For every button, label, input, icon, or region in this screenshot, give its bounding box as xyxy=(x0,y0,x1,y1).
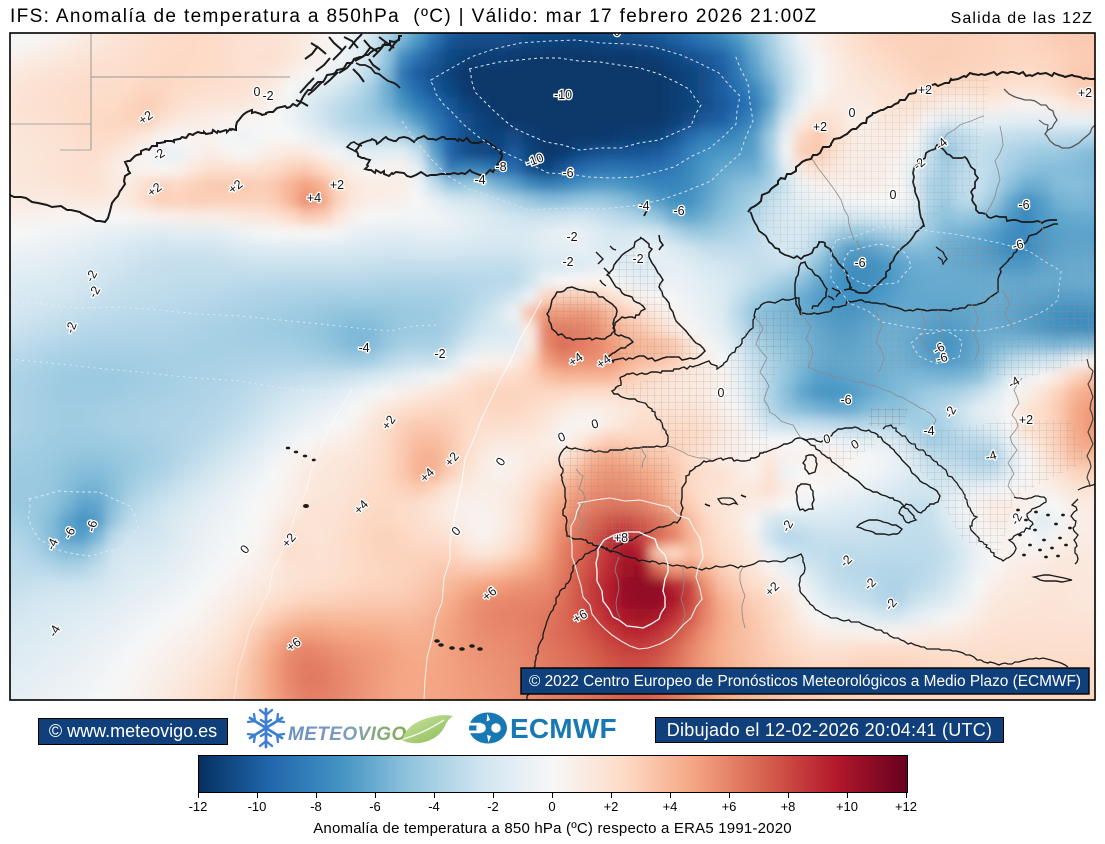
svg-text:-2: -2 xyxy=(434,347,445,361)
svg-text:© 2022 Centro Europeo de Pronó: © 2022 Centro Europeo de Pronósticos Met… xyxy=(529,673,1081,690)
svg-text:-4: -4 xyxy=(923,424,934,438)
svg-text:0: 0 xyxy=(254,85,261,99)
svg-text:-10: -10 xyxy=(554,88,572,102)
svg-text:-2: -2 xyxy=(566,230,577,244)
svg-text:+8: +8 xyxy=(614,531,628,545)
svg-text:METEOVIGO: METEOVIGO xyxy=(288,724,407,745)
svg-text:-4: -4 xyxy=(358,341,369,355)
svg-text:-2: -2 xyxy=(562,255,573,269)
svg-text:0: 0 xyxy=(849,106,856,120)
svg-text:ECMWF: ECMWF xyxy=(510,713,617,744)
svg-text:+4: +4 xyxy=(307,191,321,205)
svg-text:-6: -6 xyxy=(562,166,573,180)
svg-text:+2: +2 xyxy=(1019,413,1033,427)
svg-text:-6: -6 xyxy=(1011,237,1025,253)
svg-text:-6: -6 xyxy=(935,350,949,366)
svg-text:+2: +2 xyxy=(1078,86,1092,100)
svg-text:-2: -2 xyxy=(262,89,273,103)
svg-text:-4: -4 xyxy=(474,173,485,187)
svg-text:0: 0 xyxy=(614,25,621,39)
svg-text:-2: -2 xyxy=(632,252,643,266)
svg-text:+2: +2 xyxy=(330,178,344,192)
svg-text:-6: -6 xyxy=(84,519,100,533)
svg-text:-4: -4 xyxy=(1095,144,1105,158)
svg-text:-6: -6 xyxy=(840,393,851,407)
svg-text:-6: -6 xyxy=(1095,194,1105,208)
svg-text:+2: +2 xyxy=(918,83,932,97)
svg-text:-8: -8 xyxy=(495,160,506,174)
svg-text:-6: -6 xyxy=(854,256,865,270)
svg-text:-4: -4 xyxy=(984,448,998,464)
svg-text:-6: -6 xyxy=(673,204,684,218)
svg-text:-6: -6 xyxy=(1018,198,1029,212)
svg-text:-4: -4 xyxy=(638,199,649,213)
svg-text:0: 0 xyxy=(890,188,897,202)
svg-text:0: 0 xyxy=(718,386,725,400)
svg-text:+2: +2 xyxy=(813,120,827,134)
